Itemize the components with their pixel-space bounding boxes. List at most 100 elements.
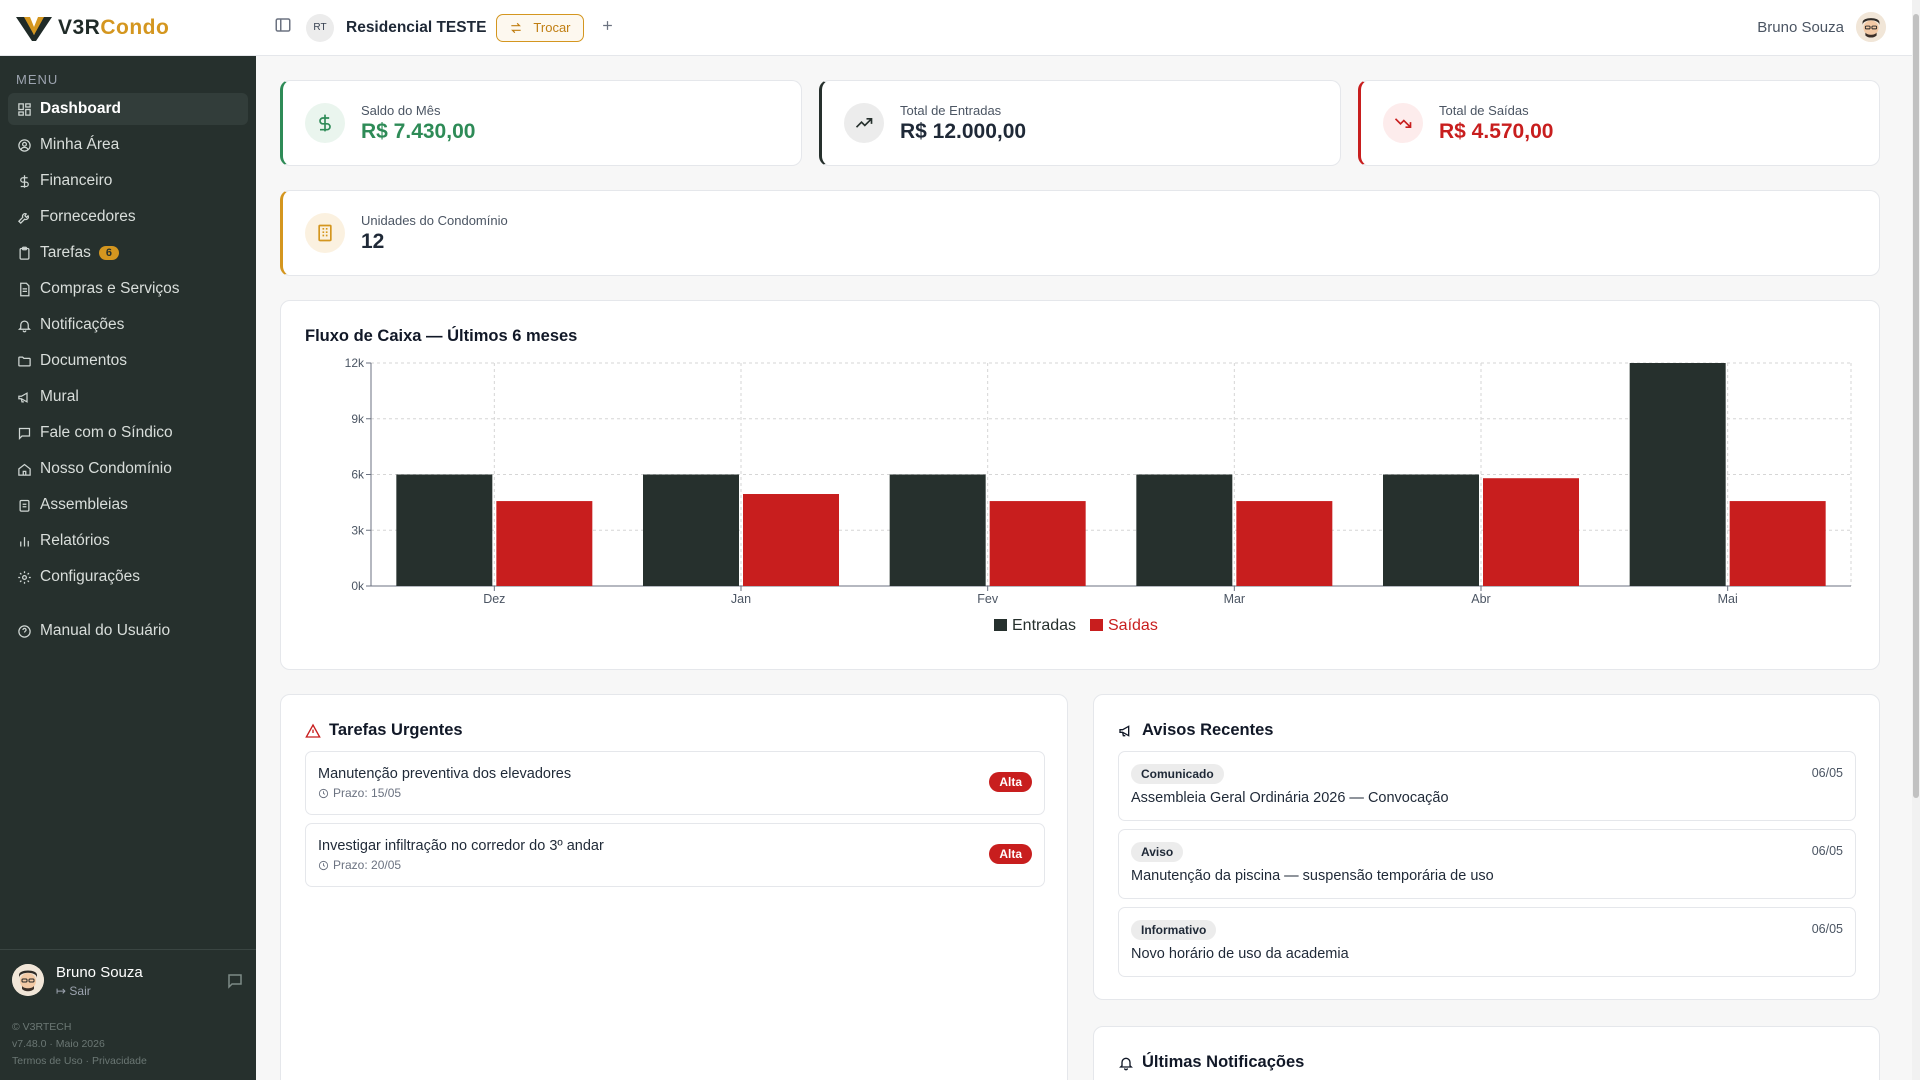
bell-icon xyxy=(16,317,32,333)
recent-notices-card: Avisos Recentes Comunicado 06/05 Assembl… xyxy=(1093,694,1880,1000)
bar-saídas xyxy=(1236,501,1333,586)
sidebar-item-financeiro[interactable]: Financeiro xyxy=(8,165,248,197)
bar-entradas xyxy=(889,474,986,586)
megaphone-icon xyxy=(16,389,32,405)
sidebar-item-label: Minha Área xyxy=(40,136,120,153)
notice-date: 06/05 xyxy=(1811,766,1843,780)
sidebar-item-relatorios[interactable]: Relatórios xyxy=(8,525,248,557)
sidebar-item-label: Manual do Usuário xyxy=(40,622,171,639)
stat-label: Saldo do Mês xyxy=(361,102,441,118)
dollar-icon xyxy=(16,173,32,189)
chat-icon[interactable] xyxy=(226,972,244,990)
sidebar-item-dashboard[interactable]: Dashboard xyxy=(8,93,248,125)
scrollbar-thumb[interactable] xyxy=(1913,14,1919,798)
sidebar-item-assembleias[interactable]: Assembleias xyxy=(8,489,248,521)
header-user-menu[interactable]: Bruno Souza xyxy=(1757,12,1886,42)
stat-value: R$ 12.000,00 xyxy=(900,119,1027,143)
sidebar-item-fornecedores[interactable]: Fornecedores xyxy=(8,201,248,233)
task-due: Prazo: 20/05 xyxy=(333,858,402,872)
grid-icon xyxy=(16,101,32,117)
header-user-name: Bruno Souza xyxy=(1757,18,1844,36)
wrench-icon xyxy=(16,209,32,225)
sidebar-item-manual[interactable]: Manual do Usuário xyxy=(8,615,248,647)
bar-saídas xyxy=(1483,478,1579,586)
x-tick-label: Fev xyxy=(977,592,999,606)
bar-saídas xyxy=(989,501,1086,586)
sidebar-item-minha-area[interactable]: Minha Área xyxy=(8,129,248,161)
terms-link[interactable]: Termos de Uso xyxy=(12,1055,83,1067)
task-item[interactable]: Manutenção preventiva dos elevadores Pra… xyxy=(305,751,1045,815)
bar-entradas xyxy=(1629,363,1726,586)
task-title: Manutenção preventiva dos elevadores xyxy=(318,766,572,782)
sidebar-item-label: Dashboard xyxy=(40,100,121,117)
clipboard-list-icon xyxy=(16,497,32,513)
legend-label: Saídas xyxy=(1108,617,1158,634)
stat-card-saidas: Total de Saídas R$ 4.570,00 xyxy=(1358,80,1880,166)
legend-label: Entradas xyxy=(1012,617,1076,634)
stat-card-unidades: Unidades do Condomínio 12 xyxy=(280,190,1880,276)
clock-icon xyxy=(318,788,329,798)
copyright-text: © V3RTECH xyxy=(12,1021,72,1033)
logout-link[interactable]: ↦ Sair xyxy=(56,984,226,998)
trending-down-icon xyxy=(1383,103,1423,143)
sidebar-item-label: Configurações xyxy=(40,568,140,585)
alert-triangle-icon xyxy=(305,723,321,738)
page-scrollbar[interactable] xyxy=(1912,0,1920,1080)
logout-icon: ↦ xyxy=(56,984,70,998)
message-icon xyxy=(16,425,32,441)
bar-saídas xyxy=(743,494,839,586)
stat-label: Total de Saídas xyxy=(1439,102,1529,118)
sidebar-item-fale-sindico[interactable]: Fale com o Síndico xyxy=(8,417,248,449)
task-due: Prazo: 15/05 xyxy=(333,786,402,800)
sidebar-item-notificacoes[interactable]: Notificações xyxy=(8,309,248,341)
cash-flow-chart: 0k 3k 6k 9k 12k Dez Jan Fev Mar Abr Mai Entradas Saí… xyxy=(345,356,1852,634)
bar-entradas xyxy=(1383,474,1479,586)
notice-item[interactable]: Aviso 06/05 Manutenção da piscina — susp… xyxy=(1118,829,1856,899)
bar-saídas xyxy=(1729,501,1826,586)
sidebar-item-documentos[interactable]: Documentos xyxy=(8,345,248,377)
sidebar-item-label: Financeiro xyxy=(40,172,113,189)
y-tick-label: 6k xyxy=(351,468,365,482)
bell-icon xyxy=(1119,1057,1133,1070)
privacy-link[interactable]: Privacidade xyxy=(91,1055,147,1067)
sidebar-item-label: Mural xyxy=(40,388,79,405)
logo[interactable]: V3RCondo xyxy=(0,0,256,56)
task-title: Investigar infiltração no corredor do 3º… xyxy=(318,838,604,854)
task-item[interactable]: Investigar infiltração no corredor do 3º… xyxy=(305,823,1045,887)
notice-title: Assembleia Geral Ordinária 2026 — Convoc… xyxy=(1131,790,1449,806)
menu-caption: MENU xyxy=(16,72,59,87)
notice-tag: Informativo xyxy=(1131,920,1217,940)
sidebar-item-configuracoes[interactable]: Configurações xyxy=(8,561,248,593)
bar-entradas xyxy=(643,474,739,586)
sidebar-toggle-icon[interactable] xyxy=(274,16,292,39)
sidebar-item-tarefas[interactable]: Tarefas 6 xyxy=(8,237,248,269)
notice-tag: Comunicado xyxy=(1131,764,1224,784)
bar-chart-icon xyxy=(16,533,32,549)
y-tick-label: 9k xyxy=(351,412,365,426)
home-icon xyxy=(16,461,32,477)
notice-item[interactable]: Comunicado 06/05 Assembleia Geral Ordiná… xyxy=(1118,751,1856,821)
sidebar-item-nosso-condominio[interactable]: Nosso Condomínio xyxy=(8,453,248,485)
sidebar-item-mural[interactable]: Mural xyxy=(8,381,248,413)
priority-badge: Alta xyxy=(989,844,1032,864)
switch-condo-button[interactable]: Trocar xyxy=(496,13,584,42)
switch-condo-label: Trocar xyxy=(533,20,571,35)
stat-label: Unidades do Condomínio xyxy=(361,212,508,228)
logo-text-condo: Condo xyxy=(100,15,170,39)
sidebar-item-compras[interactable]: Compras e Serviços xyxy=(8,273,248,305)
sidebar-item-label: Documentos xyxy=(40,352,128,369)
x-tick-label: Dez xyxy=(483,592,505,606)
avatar[interactable] xyxy=(12,964,44,996)
sidebar-item-label: Fornecedores xyxy=(40,208,136,225)
bar-saídas xyxy=(496,501,593,586)
avatar-face-icon xyxy=(12,964,44,996)
x-tick-label: Jan xyxy=(731,592,751,606)
sidebar-item-label: Fale com o Síndico xyxy=(40,424,173,441)
add-condo-icon[interactable] xyxy=(600,18,615,38)
footer-separator: · xyxy=(85,1055,90,1067)
y-tick-label: 12k xyxy=(345,356,365,370)
chart-title: Fluxo de Caixa — Últimos 6 meses xyxy=(305,327,578,345)
notice-item[interactable]: Informativo 06/05 Novo horário de uso da… xyxy=(1118,907,1856,977)
notice-tag: Aviso xyxy=(1131,842,1184,862)
dollar-icon xyxy=(305,103,345,143)
